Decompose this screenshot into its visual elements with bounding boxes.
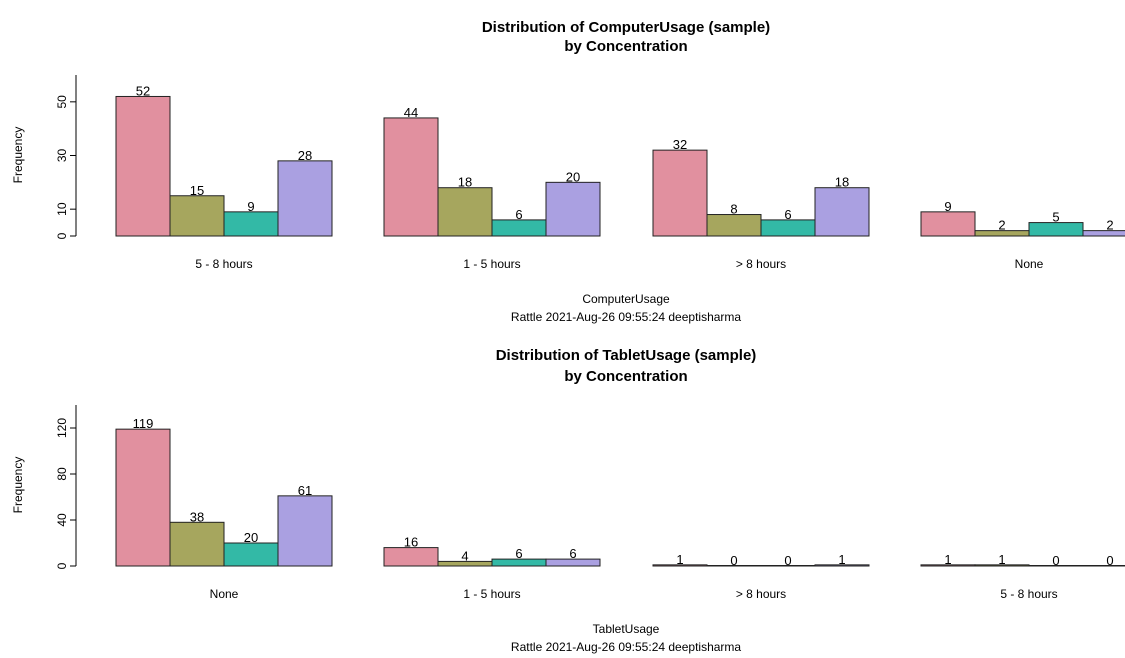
bar: [277, 160, 333, 237]
data-label: 1: [676, 552, 683, 567]
data-label: 44: [404, 105, 418, 120]
bar: [491, 219, 547, 237]
category-label: None: [210, 587, 239, 601]
category-label: None: [1015, 257, 1044, 271]
data-label: 18: [835, 175, 849, 190]
y-tick-label: 120: [55, 418, 69, 438]
data-label: 9: [944, 199, 951, 214]
data-label: 1: [998, 552, 1005, 567]
bar: [760, 219, 816, 237]
data-label: 18: [458, 175, 472, 190]
data-label: 1: [944, 552, 951, 567]
bar: [437, 187, 493, 237]
data-label: 16: [404, 535, 418, 550]
bar: [115, 428, 171, 567]
bar: [169, 521, 225, 567]
data-label: 119: [133, 416, 154, 431]
data-label: 0: [784, 553, 791, 568]
footer-caption: Rattle 2021-Aug-26 09:55:24 deeptisharma: [511, 310, 741, 324]
bar: [814, 187, 870, 237]
chart-title-line1: Distribution of ComputerUsage (sample): [482, 19, 770, 36]
bar: [383, 547, 439, 567]
tablet-usage-chart: Distribution of TabletUsage (sample) by …: [0, 330, 1125, 658]
category-label: 1 - 5 hours: [463, 587, 520, 601]
category-label: 5 - 8 hours: [1000, 587, 1057, 601]
bar: [814, 564, 870, 567]
chart-title-line2: by Concentration: [564, 38, 687, 55]
bar: [652, 149, 708, 237]
data-label: 1: [838, 552, 845, 567]
bar: [1082, 230, 1125, 237]
data-label: 28: [298, 148, 312, 163]
data-label: 20: [566, 169, 580, 184]
x-axis-label: ComputerUsage: [582, 292, 670, 306]
bar: [920, 211, 976, 237]
data-label: 61: [298, 483, 312, 498]
y-tick-label: 0: [55, 232, 69, 239]
data-label: 15: [190, 183, 204, 198]
bar: [223, 542, 279, 567]
y-tick-label: 40: [55, 513, 69, 527]
y-tick-label: 30: [55, 149, 69, 163]
data-label: 9: [247, 199, 254, 214]
data-label: 6: [569, 546, 576, 561]
y-axis-label: Frequency: [11, 457, 25, 514]
category-label: > 8 hours: [736, 587, 786, 601]
data-label: 32: [673, 137, 687, 152]
data-label: 20: [244, 530, 258, 545]
bar: [277, 495, 333, 567]
x-axis-label: TabletUsage: [593, 622, 660, 636]
data-label: 38: [190, 509, 204, 524]
bar: [223, 211, 279, 237]
data-label: 6: [515, 207, 522, 222]
data-label: 6: [784, 207, 791, 222]
category-label: 1 - 5 hours: [463, 257, 520, 271]
bar: [1082, 565, 1125, 567]
data-label: 6: [515, 546, 522, 561]
data-label: 4: [461, 548, 468, 563]
bar: [706, 214, 762, 237]
data-label: 2: [1106, 218, 1113, 233]
data-label: 5: [1052, 210, 1059, 225]
data-label: 2: [998, 218, 1005, 233]
bar: [383, 117, 439, 237]
chart-title-line2: by Concentration: [564, 368, 687, 385]
bar: [1028, 222, 1084, 237]
computer-usage-chart-svg: Distribution of ComputerUsage (sample) b…: [11, 19, 1125, 324]
footer-caption: Rattle 2021-Aug-26 09:55:24 deeptisharma: [511, 640, 741, 654]
computer-usage-chart: Distribution of ComputerUsage (sample) b…: [0, 0, 1125, 328]
y-tick-label: 50: [55, 95, 69, 109]
data-label: 0: [730, 553, 737, 568]
chart-title-line1: Distribution of TabletUsage (sample): [496, 347, 757, 364]
bar: [545, 558, 601, 567]
y-tick-label: 10: [55, 202, 69, 216]
category-label: > 8 hours: [736, 257, 786, 271]
bar: [545, 181, 601, 237]
y-tick-label: 80: [55, 467, 69, 481]
bar: [115, 95, 171, 237]
data-label: 0: [1106, 553, 1113, 568]
y-tick-label: 0: [55, 562, 69, 569]
category-label: 5 - 8 hours: [195, 257, 252, 271]
tablet-usage-chart-svg: Distribution of TabletUsage (sample) by …: [11, 347, 1125, 654]
data-label: 8: [730, 202, 737, 217]
data-label: 0: [1052, 553, 1059, 568]
bar: [169, 195, 225, 237]
y-axis-label: Frequency: [11, 127, 25, 184]
data-label: 52: [136, 83, 150, 98]
